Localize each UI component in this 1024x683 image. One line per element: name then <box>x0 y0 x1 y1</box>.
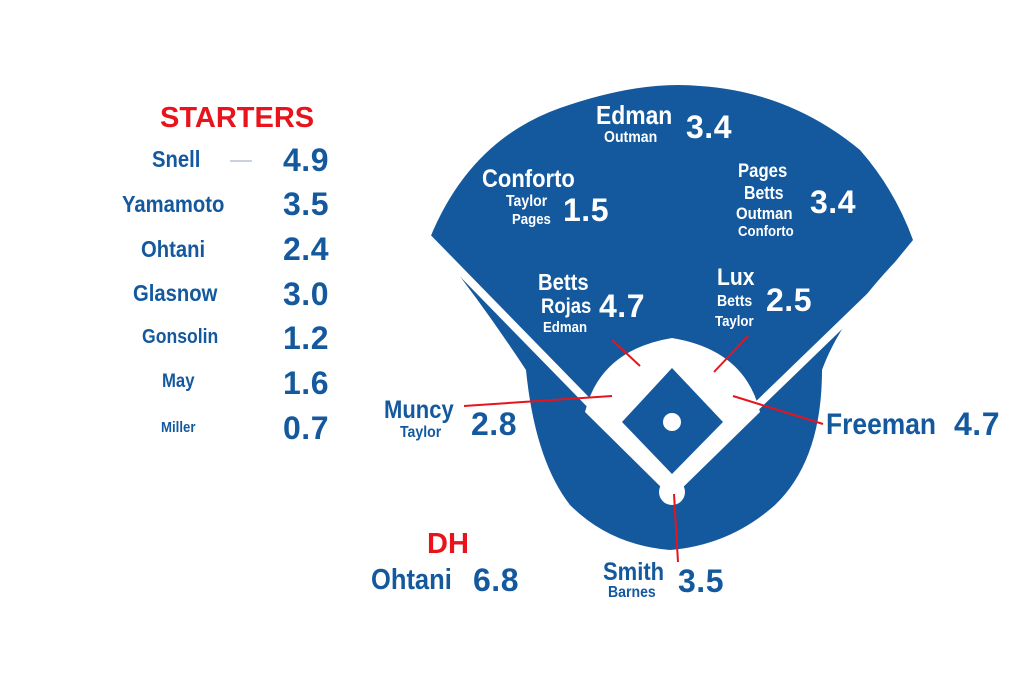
catcher-value: 3.5 <box>678 563 724 599</box>
first-value: 4.7 <box>954 406 1000 442</box>
rf-name: Pages <box>738 161 788 182</box>
pointer-line-ss <box>611 339 641 367</box>
ss-value: 4.7 <box>599 288 645 324</box>
dh-name: Ohtani <box>371 564 452 596</box>
rf-value: 3.4 <box>810 184 856 220</box>
field-shape <box>430 84 913 551</box>
ss-name: Betts <box>538 269 589 295</box>
pointer-line-catcher <box>673 493 679 563</box>
starter-value: 1.6 <box>283 365 329 401</box>
first-name: Freeman <box>826 408 937 441</box>
pointer-line-first <box>732 395 824 425</box>
starter-value: 2.4 <box>283 231 329 267</box>
lf-value: 1.5 <box>563 192 609 228</box>
home-plate-circle <box>659 479 685 505</box>
pointer-line-second <box>713 335 749 373</box>
rf-backup: Betts <box>744 183 784 203</box>
third-name: Muncy <box>384 396 454 424</box>
dh-value: 6.8 <box>473 562 519 598</box>
third-backup: Taylor <box>400 424 442 441</box>
dh-title: DH <box>427 528 469 560</box>
starter-value: 4.9 <box>283 142 329 178</box>
lf-name: Conforto <box>482 165 575 193</box>
third-value: 2.8 <box>471 406 517 442</box>
rf-backup: Outman <box>736 204 793 223</box>
catcher-backup: Barnes <box>608 584 656 601</box>
starter-name: Yamamoto <box>122 191 225 217</box>
starters-title: STARTERS <box>160 102 315 134</box>
second-value: 2.5 <box>766 282 812 318</box>
second-backup: Taylor <box>715 313 754 330</box>
cf-value: 3.4 <box>686 109 732 145</box>
ss-backup: Rojas <box>541 295 592 318</box>
starter-name: Miller <box>161 419 196 436</box>
lf-backup: Taylor <box>506 193 548 210</box>
second-name: Lux <box>717 264 755 291</box>
starter-name: Ohtani <box>141 236 206 262</box>
starter-value: 3.5 <box>283 186 329 222</box>
pitchers-mound <box>663 413 681 431</box>
pointer-line-third <box>463 395 613 407</box>
starter-name: May <box>162 371 195 392</box>
rf-backup: Conforto <box>738 223 794 240</box>
catcher-name: Smith <box>603 558 665 586</box>
starter-name: Glasnow <box>133 280 218 306</box>
second-backup: Betts <box>717 293 753 310</box>
lf-backup: Pages <box>512 211 551 228</box>
starter-value: 3.0 <box>283 276 329 312</box>
cf-name: Edman <box>596 100 673 130</box>
starter-value: 1.2 <box>283 320 329 356</box>
starter-name: Gonsolin <box>142 326 219 348</box>
cf-backup: Outman <box>604 129 658 146</box>
starter-name: Snell <box>152 146 201 172</box>
ss-backup: Edman <box>543 319 588 336</box>
starter-value: 0.7 <box>283 410 329 446</box>
